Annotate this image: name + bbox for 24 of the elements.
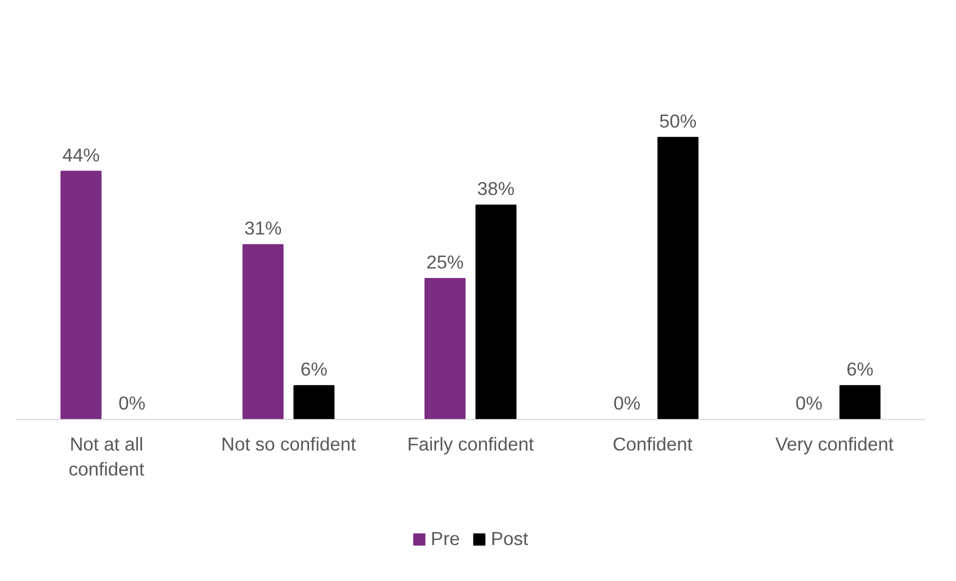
bar bbox=[293, 385, 334, 420]
bar bbox=[839, 385, 880, 420]
data-label: 0% bbox=[796, 392, 823, 414]
bar bbox=[60, 170, 102, 420]
data-label: 0% bbox=[614, 392, 641, 414]
legend-label: Post bbox=[490, 528, 528, 550]
x-tick-label: Confident bbox=[612, 433, 694, 454]
data-label: 44% bbox=[62, 144, 100, 166]
x-tick-label: Not at all confident bbox=[68, 433, 146, 480]
bar bbox=[475, 204, 516, 420]
x-tick-label: Fairly confident bbox=[407, 433, 535, 454]
x-tick-label: Very confident bbox=[775, 433, 894, 454]
data-label: 50% bbox=[659, 110, 697, 132]
data-label: 25% bbox=[426, 251, 464, 272]
bar bbox=[424, 278, 466, 420]
x-tick-label: Not so confident bbox=[221, 433, 357, 454]
bar bbox=[242, 244, 284, 420]
data-label: 31% bbox=[244, 218, 282, 239]
data-label: 38% bbox=[477, 178, 515, 200]
data-label: 6% bbox=[846, 358, 874, 380]
data-label: 0% bbox=[118, 392, 146, 414]
legend-label: Pre bbox=[430, 528, 460, 550]
data-label: 6% bbox=[300, 358, 328, 380]
bar bbox=[657, 136, 698, 420]
